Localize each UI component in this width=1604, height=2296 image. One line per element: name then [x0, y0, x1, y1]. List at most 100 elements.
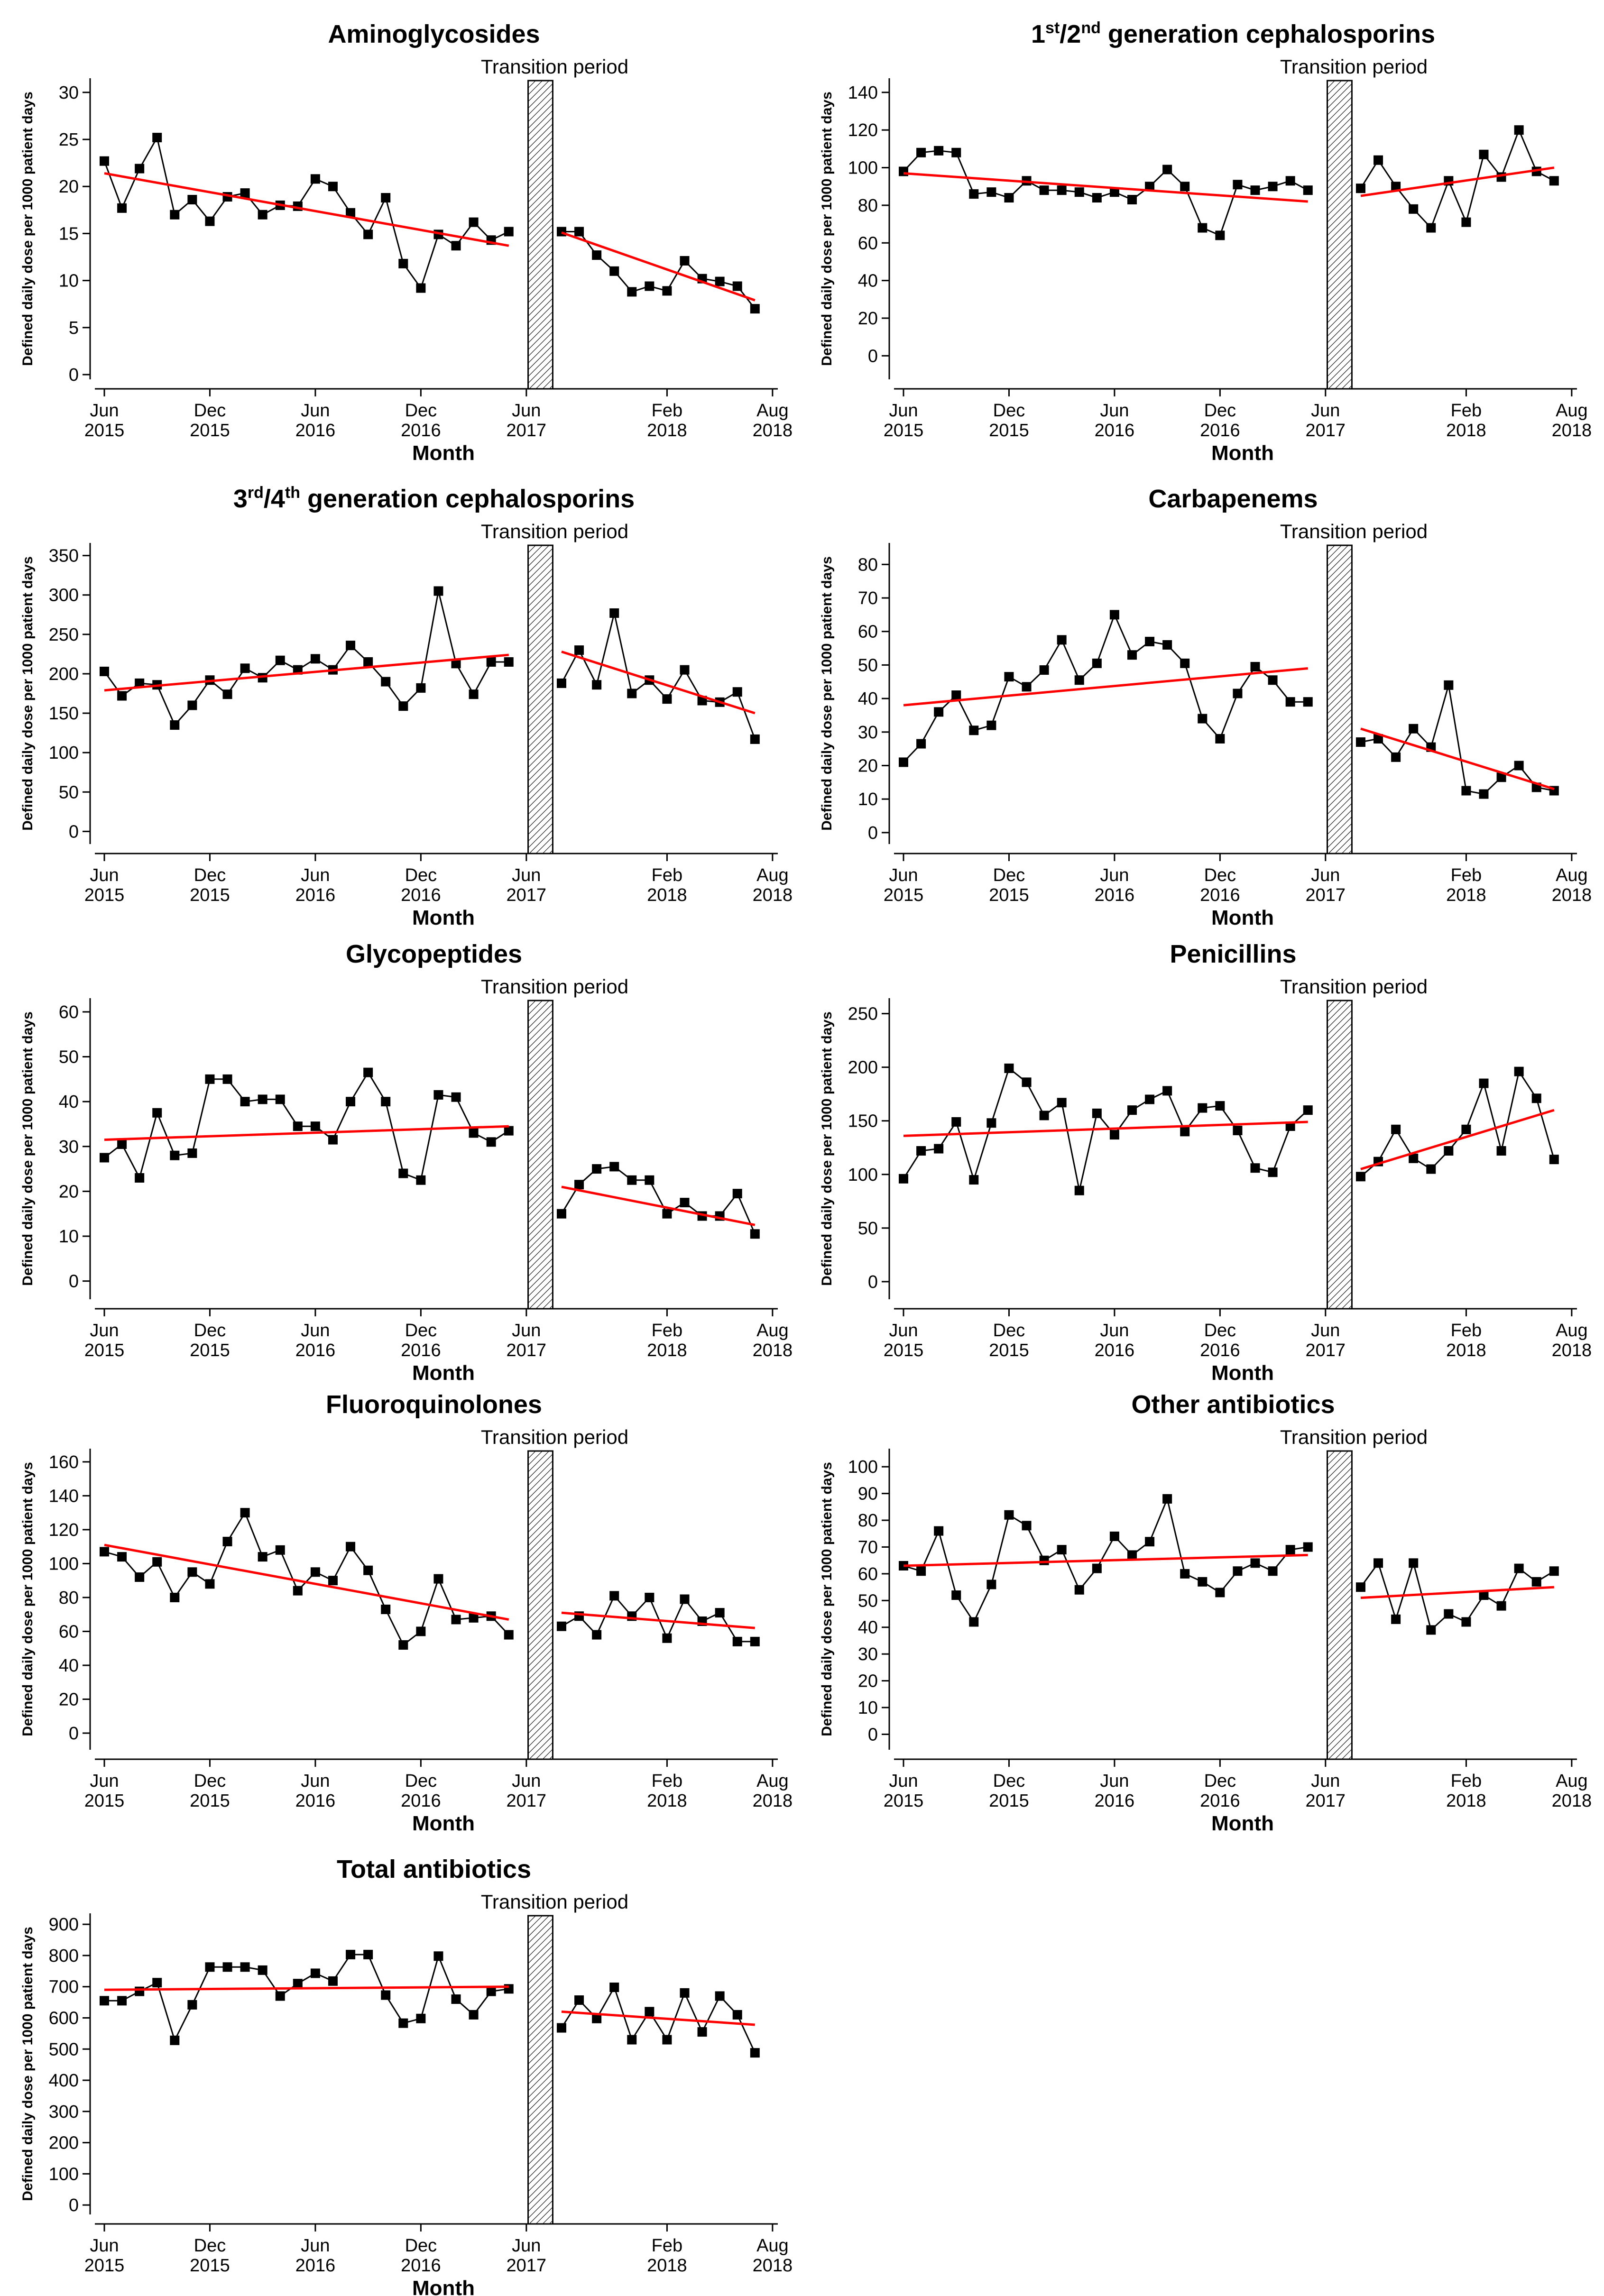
series-line-pre	[103, 591, 509, 726]
transition-period-bar	[1327, 1450, 1353, 1760]
x-tick-label-month: Dec	[405, 1321, 437, 1341]
data-point	[152, 1557, 162, 1567]
data-point	[1374, 1558, 1383, 1568]
data-point	[662, 2035, 672, 2045]
data-point	[1250, 185, 1260, 195]
data-point	[1549, 176, 1559, 186]
data-point	[1233, 180, 1243, 190]
trend-line-pre	[903, 667, 1308, 707]
data-point	[592, 250, 602, 260]
x-tick-label-month: Jun	[301, 1771, 330, 1791]
data-point	[627, 689, 637, 698]
data-point	[363, 1067, 373, 1077]
x-tick-label-year: 2016	[401, 885, 441, 905]
data-point	[645, 1592, 655, 1602]
data-point	[117, 1552, 127, 1562]
data-point	[732, 281, 742, 291]
x-tick-label-month: Dec	[993, 401, 1025, 421]
x-tick-label-month: Jun	[90, 1321, 119, 1341]
data-point	[715, 1608, 725, 1618]
series-line-pre	[903, 613, 1308, 763]
y-tick-label: 25	[59, 130, 79, 150]
x-tick-label-month: Dec	[405, 401, 437, 421]
data-point	[1215, 230, 1225, 240]
data-point	[469, 689, 479, 699]
x-tick-label-month: Feb	[1451, 1321, 1482, 1341]
data-point	[1109, 610, 1119, 620]
data-point	[556, 2023, 566, 2033]
transition-period-label: Transition period	[1280, 520, 1428, 542]
data-point	[680, 665, 690, 675]
data-point	[1250, 1558, 1260, 1568]
y-tick-label: 500	[49, 2039, 79, 2059]
data-point	[1092, 1563, 1102, 1573]
data-point	[451, 1994, 461, 2004]
transition-period-label: Transition period	[481, 1426, 628, 1448]
data-point	[187, 195, 197, 204]
data-point	[1514, 1563, 1524, 1573]
data-point	[381, 1990, 391, 2000]
data-point	[1549, 1155, 1559, 1165]
y-tick-label: 0	[69, 365, 79, 385]
data-point	[187, 1148, 197, 1158]
x-tick-label-month: Dec	[194, 2236, 226, 2256]
data-point	[504, 227, 514, 237]
data-point	[258, 1552, 267, 1562]
x-tick-label-year: 2016	[295, 885, 336, 905]
x-tick-label-year: 2018	[647, 421, 687, 441]
y-tick-label: 350	[49, 546, 79, 566]
x-tick-label-month: Aug	[756, 1321, 789, 1341]
x-axis-label: Month	[412, 1361, 475, 1385]
y-tick-label: 10	[59, 1227, 79, 1247]
x-tick-label-year: 2016	[401, 2256, 441, 2276]
data-point	[293, 1586, 303, 1596]
transition-period-bar	[527, 1915, 553, 2225]
x-tick-label-month: Jun	[889, 865, 918, 885]
data-point	[240, 1508, 250, 1518]
data-point	[1285, 1121, 1295, 1131]
data-point	[1039, 1555, 1049, 1565]
y-tick-label: 0	[69, 1724, 79, 1744]
x-tick-label-year: 2018	[647, 885, 687, 905]
data-point	[1004, 672, 1014, 682]
y-tick-label: 80	[858, 555, 878, 575]
transition-period-label: Transition period	[481, 55, 628, 78]
x-tick-label-month: Feb	[1451, 401, 1482, 421]
y-tick-label: 140	[49, 1486, 79, 1506]
series-line-pre	[104, 1954, 509, 2042]
data-point	[310, 174, 320, 184]
y-tick-label: 70	[858, 588, 878, 608]
chart-title: Aminoglycosides	[328, 20, 540, 48]
x-tick-label-month: Dec	[405, 865, 437, 885]
data-point	[556, 1621, 566, 1631]
series-line-pre	[104, 1071, 509, 1181]
data-point	[398, 701, 408, 711]
y-tick-label: 20	[59, 1182, 79, 1202]
data-point	[1198, 714, 1208, 724]
data-point	[451, 1615, 461, 1625]
x-tick-label-year: 2015	[190, 421, 230, 441]
data-point	[187, 700, 197, 710]
data-point	[328, 182, 338, 192]
y-tick-label: 100	[848, 158, 878, 178]
data-point	[627, 287, 637, 297]
data-point	[258, 1965, 267, 1975]
data-point	[117, 1139, 127, 1149]
x-tick-label-month: Aug	[756, 865, 789, 885]
data-point	[750, 2048, 760, 2058]
trend-line-pre	[903, 1553, 1308, 1567]
y-tick-label: 80	[858, 1511, 878, 1531]
x-tick-label-month: Feb	[652, 1771, 682, 1791]
x-tick-label-year: 2016	[401, 1341, 441, 1360]
data-point	[1374, 734, 1383, 744]
data-point	[1092, 1108, 1102, 1118]
x-tick-label-year: 2017	[1306, 1791, 1346, 1811]
series-line-post	[561, 1166, 756, 1234]
data-point	[310, 1121, 320, 1131]
data-point	[152, 1108, 162, 1118]
data-point	[697, 2027, 707, 2037]
data-point	[1479, 789, 1489, 799]
x-tick-label-month: Dec	[194, 1321, 226, 1341]
data-point	[574, 645, 584, 655]
data-point	[645, 1175, 655, 1185]
